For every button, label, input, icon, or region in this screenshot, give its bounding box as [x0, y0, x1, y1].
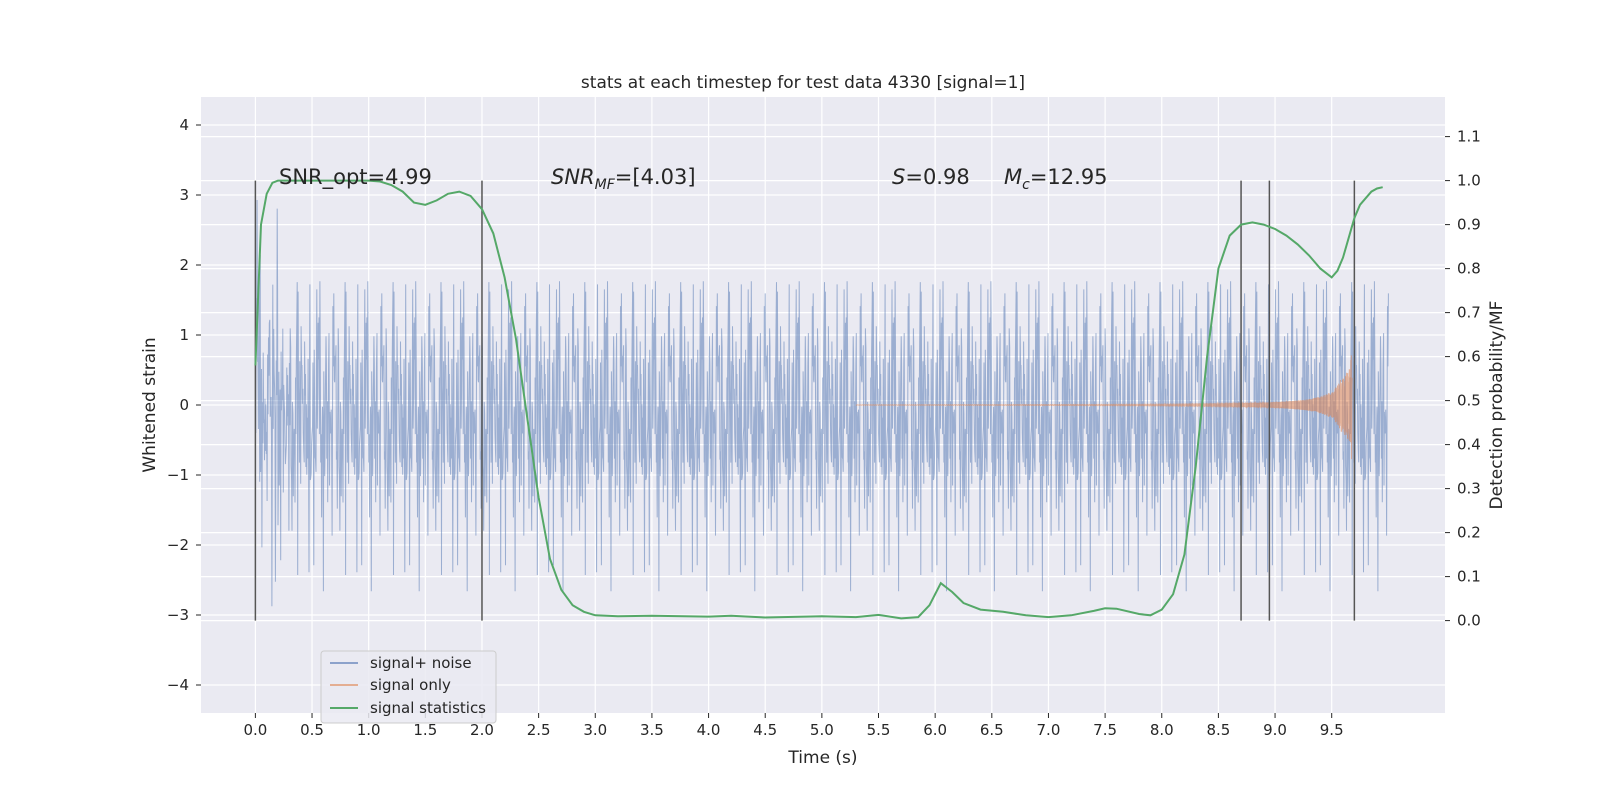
x-tick-label: 5.0	[810, 721, 834, 739]
x-tick-label: 7.5	[1093, 721, 1117, 739]
x-tick-label: 8.5	[1206, 721, 1230, 739]
y-right-tick-label: 0.8	[1457, 260, 1481, 278]
x-tick-label: 1.5	[413, 721, 437, 739]
series-signal-statistics	[254, 179, 1383, 620]
vertical-markers	[254, 180, 1356, 621]
annotation-mc-subscript: c	[1022, 177, 1030, 193]
x-axis-ticks: 0.0 0.5 1.0 1.5 2.0 2.5 3.0 3.5 4.0 4.5 5.0 5.5 6.0 6…	[243, 713, 1344, 739]
x-tick-label: 1.0	[357, 721, 381, 739]
legend: signal+ noise signal only signal statist…	[320, 650, 497, 724]
x-tick-label: 6.0	[923, 721, 947, 739]
annotation-mc: Mc=12.95	[1004, 165, 1108, 193]
y-tick-label: 2	[179, 256, 189, 274]
annotation-s: S=0.98	[892, 165, 970, 189]
y-right-tick-label: 0.4	[1457, 436, 1481, 454]
legend-label-signal-plus-noise: signal+ noise	[370, 654, 472, 672]
annotation-snr-opt: SNR_opt=4.99	[279, 165, 432, 190]
y-right-axis-label: Detection probability/MF	[1487, 301, 1507, 510]
x-tick-label: 2.0	[470, 721, 494, 739]
annotation-snr-mf: SNRMF=[4.03]	[551, 165, 696, 193]
y-tick-label: 3	[179, 186, 189, 204]
y-right-tick-label: 1.0	[1457, 172, 1481, 190]
x-tick-label: 7.0	[1037, 721, 1061, 739]
x-tick-label: 4.5	[753, 721, 777, 739]
y-tick-label: −3	[167, 606, 189, 624]
x-tick-label: 0.0	[243, 721, 267, 739]
y-right-tick-label: 0.2	[1457, 524, 1481, 542]
x-tick-label: 9.0	[1263, 721, 1287, 739]
x-tick-label: 5.5	[867, 721, 891, 739]
x-tick-label: 4.0	[697, 721, 721, 739]
x-tick-label: 9.5	[1320, 721, 1344, 739]
y-right-tick-label: 0.7	[1457, 304, 1481, 322]
y-right-tick-label: 0.6	[1457, 348, 1481, 366]
y-axis-label: Whitened strain	[140, 337, 160, 472]
annotation-snr-mf-value: =[4.03]	[615, 165, 696, 189]
annotation-s-value: =0.98	[905, 165, 969, 189]
x-tick-label: 6.5	[980, 721, 1004, 739]
legend-label-signal-statistics: signal statistics	[370, 699, 486, 717]
annotation-snr-mf-symbol: SNR	[551, 165, 595, 189]
legend-label-signal-only: signal only	[370, 676, 451, 694]
x-tick-label: 3.0	[583, 721, 607, 739]
y-tick-label: −2	[167, 536, 189, 554]
y-tick-label: 0	[179, 396, 189, 414]
y-right-tick-label: 0.0	[1457, 612, 1481, 630]
x-tick-label: 3.5	[640, 721, 664, 739]
y-right-tick-label: 0.5	[1457, 392, 1481, 410]
y-right-tick-label: 0.3	[1457, 480, 1481, 498]
y-right-tick-label: 0.1	[1457, 568, 1481, 586]
legend-box	[320, 650, 497, 724]
series-signal-plus-noise	[254, 199, 1389, 607]
y-right-tick-label: 1.1	[1457, 128, 1481, 146]
x-tick-label: 0.5	[300, 721, 324, 739]
x-axis-label: Time (s)	[787, 748, 857, 768]
y-tick-label: 4	[179, 116, 189, 134]
chart-title: stats at each timestep for test data 433…	[581, 73, 1025, 93]
y-tick-label: −1	[167, 466, 189, 484]
y-right-tick-label: 0.9	[1457, 216, 1481, 234]
annotation-s-symbol: S	[892, 165, 905, 189]
annotation-snr-mf-subscript: MF	[595, 177, 616, 193]
annotation-mc-symbol: M	[1004, 165, 1022, 189]
x-tick-label: 2.5	[527, 721, 551, 739]
y-right-axis-ticks: 1.1 1.0 0.9 0.8 0.7 0.6 0.5 0.4 0.3 0.2 0.1 0.0	[1445, 128, 1481, 630]
y-tick-label: −4	[167, 676, 189, 694]
y-axis-ticks: 4 3 2 1 0 −1 −2 −3 −4	[167, 116, 201, 694]
x-tick-label: 8.0	[1150, 721, 1174, 739]
y-tick-label: 1	[179, 326, 189, 344]
annotation-mc-value: =12.95	[1030, 165, 1108, 189]
